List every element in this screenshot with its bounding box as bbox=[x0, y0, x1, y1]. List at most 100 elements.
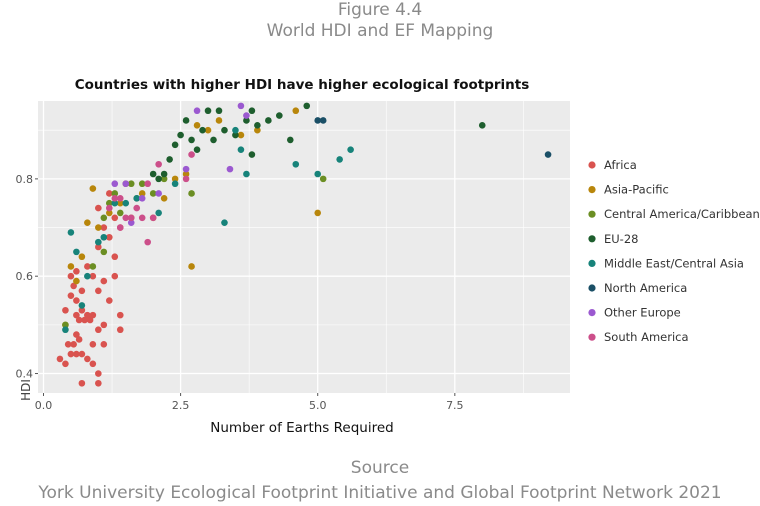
data-point bbox=[78, 302, 86, 309]
data-point bbox=[75, 336, 83, 343]
data-point bbox=[111, 180, 119, 188]
data-point bbox=[78, 350, 86, 358]
data-point bbox=[105, 204, 113, 212]
data-point bbox=[193, 107, 201, 115]
legend-label: Asia-Pacific bbox=[604, 183, 669, 197]
figure-number: Figure 4.4 bbox=[337, 0, 423, 20]
legend-label: Middle East/Central Asia bbox=[604, 256, 744, 270]
data-point bbox=[144, 238, 151, 246]
data-point bbox=[319, 175, 327, 183]
data-point bbox=[86, 316, 94, 324]
data-point bbox=[188, 136, 195, 144]
data-point bbox=[100, 224, 108, 231]
data-point bbox=[111, 214, 119, 222]
data-point bbox=[100, 248, 108, 256]
data-point bbox=[116, 311, 124, 319]
data-point bbox=[544, 151, 552, 158]
data-point bbox=[144, 180, 151, 188]
grid-lines bbox=[38, 101, 570, 393]
x-axis-label: Number of Earths Required bbox=[210, 420, 393, 436]
data-point bbox=[188, 190, 195, 197]
data-point bbox=[160, 195, 168, 202]
data-point bbox=[116, 199, 124, 207]
data-point bbox=[62, 306, 69, 314]
data-point bbox=[347, 146, 354, 153]
data-point bbox=[116, 326, 124, 334]
data-point bbox=[67, 229, 75, 236]
data-point bbox=[221, 126, 228, 134]
x-tick-label: 2.5 bbox=[172, 399, 190, 412]
data-point bbox=[89, 360, 97, 368]
legend-label: Other Europe bbox=[604, 306, 681, 320]
data-point bbox=[155, 175, 162, 183]
data-point bbox=[248, 151, 256, 158]
data-point bbox=[89, 263, 97, 270]
data-point bbox=[133, 204, 141, 212]
data-point bbox=[243, 117, 250, 124]
data-point bbox=[105, 297, 113, 304]
data-point bbox=[84, 263, 91, 270]
data-point bbox=[62, 321, 69, 329]
data-point bbox=[70, 341, 77, 348]
data-point bbox=[171, 180, 179, 188]
data-point bbox=[105, 199, 113, 207]
data-point bbox=[111, 272, 119, 280]
data-point bbox=[95, 204, 102, 212]
legend: Africa Asia-Pacific Central America/Caribb… bbox=[588, 158, 760, 344]
y-axis-label: HDI bbox=[19, 379, 33, 401]
data-point bbox=[127, 219, 135, 226]
data-point bbox=[243, 170, 250, 178]
data-point bbox=[95, 238, 102, 246]
data-point bbox=[182, 165, 190, 173]
data-point bbox=[303, 102, 311, 110]
data-point bbox=[73, 277, 80, 285]
data-point bbox=[292, 107, 300, 115]
data-point bbox=[84, 219, 91, 226]
data-point bbox=[95, 287, 102, 295]
data-point bbox=[100, 233, 108, 241]
data-point bbox=[127, 180, 135, 188]
data-points bbox=[56, 102, 552, 387]
data-point bbox=[336, 156, 343, 163]
figure-title: World HDI and EF Mapping bbox=[266, 21, 494, 41]
data-point bbox=[237, 102, 245, 110]
data-point bbox=[166, 156, 173, 163]
chart-title: Countries with higher HDI have higher ec… bbox=[75, 77, 530, 93]
data-point bbox=[89, 272, 97, 280]
data-point bbox=[84, 272, 91, 280]
data-point bbox=[237, 146, 245, 153]
legend-label: Africa bbox=[604, 158, 637, 172]
data-point bbox=[67, 272, 75, 280]
data-point bbox=[75, 316, 83, 324]
data-point bbox=[111, 190, 119, 197]
data-point bbox=[105, 209, 113, 217]
y-tick-label: 0.6 bbox=[16, 270, 34, 283]
data-point bbox=[105, 190, 113, 197]
data-point bbox=[155, 160, 162, 168]
data-point bbox=[100, 321, 108, 329]
legend-marker bbox=[588, 284, 596, 292]
legend-marker bbox=[588, 210, 596, 218]
data-point bbox=[171, 141, 179, 149]
data-point bbox=[138, 214, 146, 222]
data-point bbox=[243, 112, 250, 119]
data-point bbox=[62, 360, 69, 368]
data-point bbox=[188, 263, 195, 270]
data-point bbox=[149, 214, 157, 222]
source-text: York University Ecological Footprint Ini… bbox=[38, 483, 722, 503]
data-point bbox=[182, 117, 190, 124]
data-point bbox=[89, 341, 97, 348]
data-point bbox=[193, 146, 201, 153]
data-point bbox=[127, 214, 135, 222]
data-point bbox=[111, 195, 119, 202]
data-point bbox=[95, 379, 102, 387]
data-point bbox=[73, 297, 80, 304]
data-point bbox=[100, 341, 108, 348]
data-point bbox=[73, 311, 80, 319]
data-point bbox=[78, 379, 86, 387]
data-point bbox=[204, 107, 212, 115]
data-point bbox=[67, 350, 75, 358]
data-point bbox=[105, 233, 113, 241]
data-point bbox=[160, 175, 168, 183]
y-axis-ticks: 0.4 0.6 0.8 bbox=[16, 173, 38, 381]
